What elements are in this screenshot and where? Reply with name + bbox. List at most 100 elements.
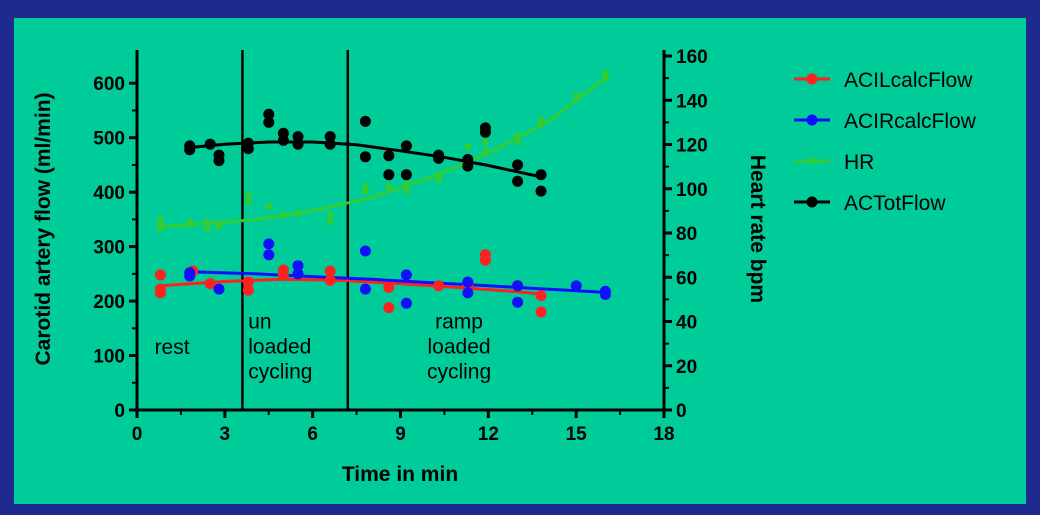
acilcalcflow-point <box>383 302 395 314</box>
y2-tick-label: 80 <box>676 224 697 245</box>
acilcalcflow-point <box>277 269 289 281</box>
y-tick-label: 100 <box>93 347 125 368</box>
hr-point <box>294 209 302 217</box>
acilcalcflow-point <box>433 280 445 292</box>
legend-label-hr: HR <box>844 151 874 174</box>
hr-point <box>402 180 410 188</box>
acilcalcflow-point <box>242 276 254 288</box>
x-tick-label: 18 <box>653 424 674 445</box>
x-tick-label: 15 <box>566 424 588 445</box>
acircalcflow-point <box>184 270 196 282</box>
chart-svg: 0 3 6 9 12 15 18010020030040050060002040608010… <box>32 47 977 486</box>
legend-swatch-marker-actotflow <box>806 196 818 208</box>
phase-annotation: cycling <box>427 360 491 383</box>
actotflow-point <box>383 150 395 162</box>
actotflow-point <box>292 131 304 143</box>
hr-point <box>326 211 334 219</box>
y2-tick-label: 0 <box>676 401 687 422</box>
y2-axis-title: Heart rate bpm <box>746 155 769 303</box>
actotflow-point <box>512 175 524 187</box>
actotflow-point <box>479 126 491 138</box>
actotflow-point <box>512 159 524 171</box>
y2-tick-label: 20 <box>676 357 697 378</box>
x-tick-label: 9 <box>395 424 406 445</box>
y2-tick-label: 120 <box>676 136 708 157</box>
hr-point <box>244 191 252 199</box>
acircalcflow-point <box>400 297 412 309</box>
hr-point <box>514 132 522 140</box>
actotflow-point <box>433 152 445 164</box>
acircalcflow-point <box>292 268 304 280</box>
actotflow-point <box>383 169 395 181</box>
hr-point <box>203 225 211 233</box>
legend-label-acircalcflow: ACIRcalcFlow <box>844 110 977 133</box>
acilcalcflow-point <box>242 284 254 296</box>
phase-annotation: un <box>248 310 271 333</box>
acilcalcflow-point <box>479 254 491 266</box>
acilcalcflow-point <box>535 306 547 318</box>
actotflow-point <box>535 185 547 197</box>
hr-trend-line <box>160 76 607 228</box>
actotflow-point <box>324 131 336 143</box>
hr-point <box>435 176 443 184</box>
legend-swatch-marker-acilcalcflow <box>806 73 818 85</box>
acircalcflow-point <box>462 287 474 299</box>
actotflow-point <box>263 116 275 128</box>
acilcalcflow-point <box>204 278 216 290</box>
x-tick-label: 12 <box>478 424 499 445</box>
hr-point <box>481 147 489 155</box>
hr-point <box>279 211 287 219</box>
y-axis-title: Carotid artery flow (ml/min) <box>32 92 55 365</box>
y-tick-label: 500 <box>93 129 125 150</box>
hr-point <box>464 143 472 151</box>
phase-annotation: loaded <box>428 335 491 358</box>
y2-tick-label: 140 <box>676 91 708 112</box>
hr-point <box>215 222 223 230</box>
hr-point <box>244 198 252 206</box>
actotflow-point <box>359 115 371 127</box>
acircalcflow-point <box>263 249 275 261</box>
y2-tick-label: 160 <box>676 47 708 68</box>
legend-label-actotflow: ACTotFlow <box>844 192 946 215</box>
acilcalcflow-point <box>535 290 547 302</box>
acircalcflow-point <box>213 283 225 295</box>
y2-tick-label: 100 <box>676 180 708 201</box>
actotflow-point <box>184 144 196 156</box>
acilcalcflow-point <box>154 287 166 299</box>
hr-point <box>156 225 164 233</box>
acilcalcflow-point <box>324 274 336 286</box>
acircalcflow-point <box>512 280 524 292</box>
acircalcflow-point <box>570 280 582 292</box>
acircalcflow-point <box>359 283 371 295</box>
acircalcflow-point <box>462 276 474 288</box>
hr-point <box>186 220 194 228</box>
acircalcflow-point <box>599 289 611 300</box>
y-tick-label: 0 <box>114 401 125 422</box>
actotflow-point <box>263 108 275 120</box>
chart-panel: 0 3 6 9 12 15 18 0 100 200 300 400 500 600 0 20 40 60 80 10… <box>14 18 1026 504</box>
x-axis-title: Time in min <box>342 463 458 486</box>
y-tick-label: 300 <box>93 238 125 259</box>
phase-annotation: rest <box>155 336 190 359</box>
legend-swatch-marker-acircalcflow <box>806 114 818 126</box>
y-tick-label: 200 <box>93 292 125 313</box>
actotflow-point <box>277 134 289 146</box>
acircalcflow-point <box>359 245 371 257</box>
actotflow-point <box>535 169 547 181</box>
acircalcflow-trend-line <box>189 270 606 294</box>
hr-point <box>537 121 545 129</box>
actotflow-point <box>462 160 474 172</box>
hr-point <box>203 218 211 226</box>
legend-swatch-marker-hr <box>808 157 816 165</box>
actotflow-point <box>292 138 304 150</box>
hr-point <box>265 203 273 210</box>
actotflow-point <box>213 155 225 167</box>
x-tick-label: 3 <box>220 424 231 445</box>
acilcalcflow-point <box>383 282 395 293</box>
y2-tick-label: 40 <box>676 313 697 334</box>
phase-annotation: ramp <box>435 310 483 333</box>
hr-point <box>326 218 334 226</box>
actotflow-point <box>324 138 336 150</box>
actotflow-point <box>359 151 371 163</box>
y-tick-label: 400 <box>93 183 125 204</box>
